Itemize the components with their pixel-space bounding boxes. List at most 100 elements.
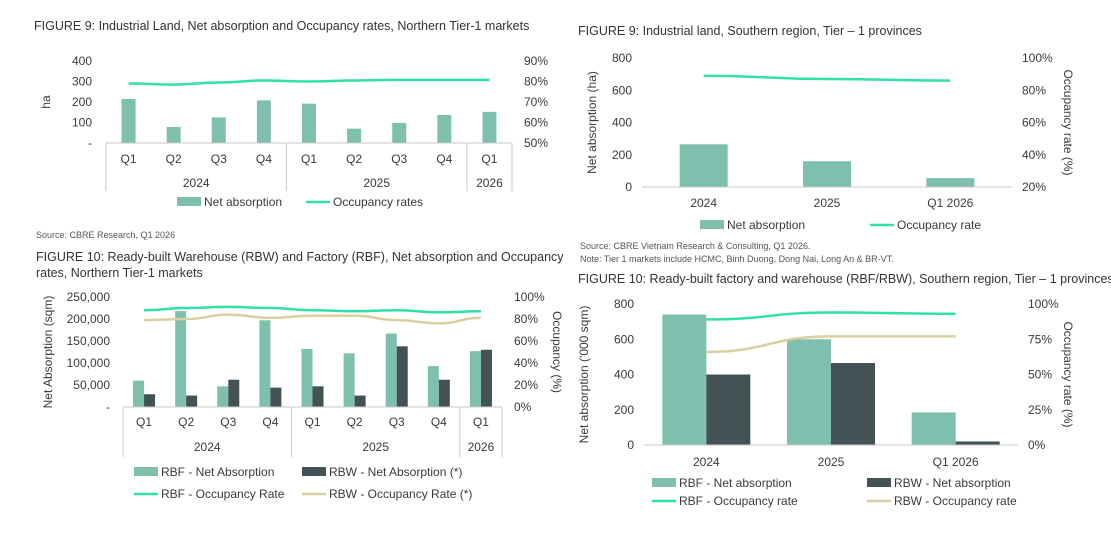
br-legend-label: RBW - Occupancy rate — [894, 494, 1017, 508]
bl-bar-series2 — [228, 379, 240, 407]
bl-bar-series2 — [186, 395, 198, 407]
bl-bar-series1 — [469, 351, 481, 407]
br-y2-tick-label: 25% — [1028, 403, 1052, 417]
tl-y2-tick-label: 60% — [524, 116, 548, 130]
tr-y2-tick-label: 100% — [1022, 51, 1053, 65]
br-legend-swatch — [652, 478, 676, 487]
bl-x-tick-label: Q1 — [304, 415, 320, 429]
bl-legend-swatch — [134, 467, 158, 476]
br-y-tick-label: 200 — [614, 403, 634, 417]
tr-bar-series1 — [679, 144, 728, 187]
br-y-axis-title: Net absorption ('000 sqm) — [577, 306, 591, 444]
tl-y-tick-label: 400 — [72, 54, 92, 68]
tl-bar-series1 — [437, 114, 452, 143]
tr-y-axis-title: Net absorption (ha) — [585, 71, 599, 174]
tl-chart: - 100 200 300 400 50% 60% 70% 80% 90% Q1 Q2 Q3 Q4 Q1 Q2… — [39, 54, 548, 209]
tl-group-label: 2026 — [476, 176, 503, 190]
tl-bar-series1 — [211, 117, 226, 143]
bl-x-tick-label: Q1 — [473, 415, 489, 429]
tl-x-tick-label: Q4 — [436, 152, 452, 166]
tl-bar-series1 — [121, 98, 136, 143]
bl-line-series2 — [144, 313, 481, 325]
tl-chart-title: FIGURE 9: Industrial Land, Net absorptio… — [34, 19, 530, 33]
tl-x-tick-label: Q3 — [391, 152, 407, 166]
tl-y-axis-title: ha — [39, 95, 53, 109]
tr-line-series1 — [703, 74, 951, 82]
bl-y2-tick-label: 100% — [514, 290, 545, 304]
br-bar-series1 — [911, 412, 956, 445]
br-bar-series2 — [955, 441, 1000, 445]
tl-x-tick-label: Q2 — [166, 152, 182, 166]
bl-y-axis-title: Net Absorption (sqm) — [41, 296, 55, 409]
bl-bar-series2 — [480, 349, 492, 407]
br-y-tick-label: 600 — [614, 332, 634, 346]
tl-y2-tick-label: 90% — [524, 54, 548, 68]
tl-x-tick-label: Q3 — [211, 152, 227, 166]
tr-chart: 0 200 400 600 800 20% 40% 60% 80% 100% 2024 2025 Q1 … — [585, 51, 1075, 232]
tr-y2-tick-label: 20% — [1022, 180, 1046, 194]
tl-y2-tick-label: 70% — [524, 95, 548, 109]
tl-x-tick-label: Q4 — [256, 152, 272, 166]
bl-y-tick-label: 200,000 — [67, 312, 111, 326]
tr-y2-tick-label: 60% — [1022, 116, 1046, 130]
tl-y-tick-label: 100 — [72, 116, 92, 130]
tr-legend-label: Net absorption — [727, 218, 805, 232]
tl-y2-tick-label: 50% — [524, 136, 548, 150]
br-legend-swatch — [867, 478, 891, 487]
tl-legend-label: Occupancy rates — [333, 195, 423, 209]
bl-y2-tick-label: 60% — [514, 334, 538, 348]
tr-x-tick-label: 2025 — [814, 196, 841, 210]
tr-y2-tick-label: 80% — [1022, 83, 1046, 97]
tr-bar-series1 — [803, 161, 851, 187]
tr-markets-note: Note: Tier 1 markets include HCMC, Binh … — [580, 254, 894, 264]
tr-chart-title: FIGURE 9: Industrial land, Southern regi… — [578, 24, 922, 38]
bl-y-tick-label: 50,000 — [73, 378, 110, 392]
bl-bar-series1 — [343, 353, 355, 407]
bl-y2-tick-label: 40% — [514, 356, 538, 370]
tl-bar-series1 — [392, 122, 407, 143]
bl-bar-series2 — [396, 346, 408, 407]
bl-bar-series1 — [175, 311, 187, 407]
br-line-series2 — [706, 335, 956, 354]
tl-x-tick-label: Q1 — [301, 152, 317, 166]
br-legend-label: RBW - Net absorption — [894, 476, 1011, 490]
tl-bar-series1 — [347, 128, 362, 143]
tr-y2-tick-label: 40% — [1022, 148, 1046, 162]
tl-x-tick-label: Q2 — [346, 152, 362, 166]
tr-bar-series1 — [926, 178, 975, 187]
bl-y-tick-label: 100,000 — [67, 356, 111, 370]
bl-y2-tick-label: 20% — [514, 378, 538, 392]
bl-bar-series1 — [301, 348, 313, 407]
bl-x-tick-label: Q2 — [347, 415, 363, 429]
bl-legend-label: RBW - Occupancy Rate (*) — [329, 487, 472, 501]
tr-legend-label: Occupancy rate — [897, 218, 981, 232]
br-x-tick-label: 2025 — [818, 455, 845, 469]
bl-bar-series1 — [259, 320, 271, 407]
bl-bar-series1 — [385, 333, 397, 407]
br-chart-title: FIGURE 10: Ready-built factory and wareh… — [578, 272, 1111, 286]
bl-y-tick-label: 150,000 — [67, 334, 111, 348]
br-y2-tick-label: 100% — [1028, 297, 1059, 311]
br-bar-series1 — [662, 314, 707, 445]
tr-y-tick-label: 200 — [612, 148, 632, 162]
br-y2-tick-label: 75% — [1028, 332, 1052, 346]
tl-line-series1 — [128, 78, 490, 86]
bl-y2-tick-label: 80% — [514, 312, 538, 326]
tr-legend-swatch — [700, 220, 724, 229]
br-legend-label: RBF - Net absorption — [679, 476, 792, 490]
bl-bar-series2 — [270, 387, 282, 407]
tl-group-label: 2024 — [183, 176, 210, 190]
bl-group-label: 2024 — [194, 440, 221, 454]
tr-y-tick-label: 400 — [612, 116, 632, 130]
tr-y-tick-label: 600 — [612, 83, 632, 97]
br-y2-tick-label: 50% — [1028, 368, 1052, 382]
bl-bar-series2 — [312, 386, 324, 407]
bl-line-series1 — [144, 305, 481, 314]
br-y2-tick-label: 0% — [1028, 438, 1046, 452]
tl-x-tick-label: Q1 — [121, 152, 137, 166]
br-chart: 0 200 400 600 800 0% 25% 50% 75% 100% 2024 2025 Q1 2… — [577, 297, 1075, 508]
br-y-tick-label: 0 — [627, 438, 634, 452]
bl-x-tick-label: Q1 — [136, 415, 152, 429]
tl-y2-tick-label: 80% — [524, 75, 548, 89]
br-bar-series2 — [831, 363, 875, 445]
